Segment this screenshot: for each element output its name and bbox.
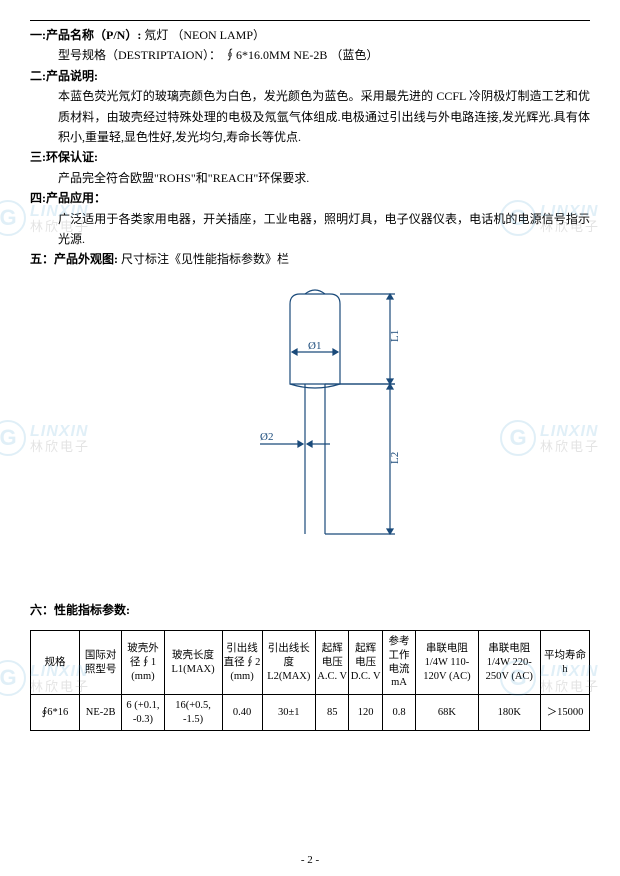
sec4-title: 四:产品应用： (30, 191, 106, 205)
sec2-title: 二:产品说明: (30, 69, 98, 83)
sec5-note: 尺寸标注《见性能指标参数》栏 (121, 252, 289, 266)
line-model: 型号规格（DESTRIPTAION）： ∮6*16.0MM NE-2B （蓝色） (30, 45, 590, 65)
table-header-cell: 串联电阻 1/4W 220-250V (AC) (478, 631, 540, 695)
table-header-cell: 引出线长度L2(MAX) (262, 631, 315, 695)
sec2-body: 本蓝色荧光氖灯的玻璃壳颜色为白色，发光颜色为蓝色。采用最先进的 CCFL 冷阴极… (30, 86, 590, 147)
spec-table: 规格国际对照型号玻壳外径∮1 (mm)玻壳长度L1(MAX)引出线直径∮2 (m… (30, 630, 590, 731)
table-header-cell: 引出线直径∮2 (mm) (222, 631, 262, 695)
label-pn: 一:产品名称（P/N）: (30, 28, 141, 42)
table-header-cell: 玻壳外径∮1 (mm) (122, 631, 164, 695)
table-cell: 30±1 (262, 695, 315, 731)
table-header-cell: 国际对照型号 (79, 631, 121, 695)
value-pn: 氖灯 （NEON LAMP） (144, 28, 265, 42)
product-diagram: Ø1 Ø2 L1 L2 (30, 284, 590, 570)
line-product-name: 一:产品名称（P/N）: 氖灯 （NEON LAMP） (30, 25, 590, 45)
table-header-cell: 玻壳长度L1(MAX) (164, 631, 222, 695)
table-header-cell: 起辉电压D.C. V (349, 631, 382, 695)
page-number: - 2 - (0, 851, 620, 870)
watermark-glyph: G (0, 200, 26, 236)
svg-text:L1: L1 (389, 329, 401, 341)
table-cell: 6 (+0.1, -0.3) (122, 695, 164, 731)
sec6-title: 六：性能指标参数: (30, 603, 130, 617)
label-model: 型号规格（DESTRIPTAION）： (58, 48, 221, 62)
table-cell: 0.40 (222, 695, 262, 731)
table-header-cell: 串联电阻 1/4W 110-120V (AC) (416, 631, 478, 695)
sec3-body: 产品完全符合欧盟"ROHS"和"REACH"环保要求. (30, 168, 590, 188)
top-rule (30, 20, 590, 21)
watermark-glyph: G (0, 660, 26, 696)
table-row: ∮6*16NE-2B6 (+0.1, -0.3)16(+0.5, -1.5)0.… (31, 695, 590, 731)
sec6-title-line: 六：性能指标参数: (30, 600, 590, 620)
sec5-title-line: 五：产品外观图: 尺寸标注《见性能指标参数》栏 (30, 249, 590, 269)
watermark-glyph: G (0, 420, 26, 456)
sec4-body: 广泛适用于各类家用电器，开关插座，工业电器，照明灯具，电子仪器仪表，电话机的电源… (30, 209, 590, 250)
table-header-cell: 起辉电压A.C. V (316, 631, 349, 695)
table-header-row: 规格国际对照型号玻壳外径∮1 (mm)玻壳长度L1(MAX)引出线直径∮2 (m… (31, 631, 590, 695)
sec3-title-line: 三:环保认证: (30, 147, 590, 167)
svg-text:L2: L2 (389, 451, 401, 463)
table-cell: 85 (316, 695, 349, 731)
table-cell: 180K (478, 695, 540, 731)
table-cell: ＞15000 (540, 695, 589, 731)
table-header-cell: 参考工作电流 mA (382, 631, 415, 695)
sec3-title: 三:环保认证: (30, 150, 98, 164)
sec4-title-line: 四:产品应用： (30, 188, 590, 208)
svg-text:Ø1: Ø1 (308, 340, 321, 352)
value-model: ∮6*16.0MM NE-2B （蓝色） (224, 48, 378, 62)
table-cell: 68K (416, 695, 478, 731)
sec2-title-line: 二:产品说明: (30, 66, 590, 86)
table-cell: 120 (349, 695, 382, 731)
table-header-cell: 平均寿命 h (540, 631, 589, 695)
svg-text:Ø2: Ø2 (260, 431, 273, 443)
sec5-title: 五：产品外观图: (30, 252, 118, 266)
table-cell: 16(+0.5, -1.5) (164, 695, 222, 731)
table-header-cell: 规格 (31, 631, 80, 695)
table-cell: NE-2B (79, 695, 121, 731)
table-cell: 0.8 (382, 695, 415, 731)
table-cell: ∮6*16 (31, 695, 80, 731)
